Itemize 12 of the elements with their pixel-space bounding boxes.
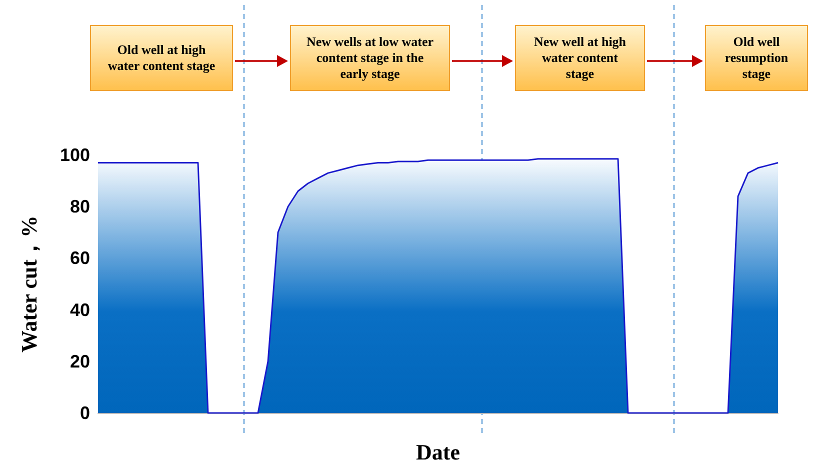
y-tick-label: 0 [80,403,90,423]
y-tick-label: 80 [70,196,90,217]
y-tick-label: 40 [70,300,90,320]
x-axis-title: Date [416,440,460,464]
text: Old well at high water content stage [90,25,233,91]
y-axis-title: Water cut，% [16,215,42,353]
text: New well at high water content stage [515,25,645,91]
y-tick-label: 60 [70,248,90,268]
y-tick-label: 100 [60,145,90,165]
y-tick-label: 20 [70,351,90,372]
text: New wells at low water content stage in the early stage [290,25,450,91]
text: Old well resumption stage [705,25,808,91]
